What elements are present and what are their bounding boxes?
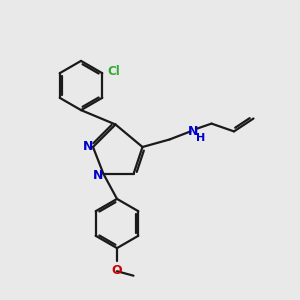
Text: O: O bbox=[112, 264, 122, 277]
Text: H: H bbox=[196, 133, 206, 143]
Text: N: N bbox=[82, 140, 93, 153]
Text: Cl: Cl bbox=[108, 65, 121, 78]
Text: N: N bbox=[188, 125, 198, 138]
Text: N: N bbox=[93, 169, 103, 182]
